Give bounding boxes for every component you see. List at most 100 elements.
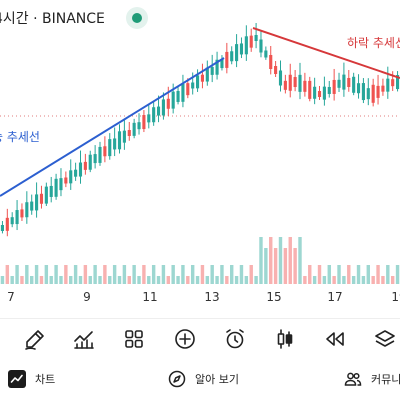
chart-area[interactable]: 4시간 · BINANCE 승 추세선 하락 추세선 7 9 11 13 15 …: [0, 0, 400, 312]
candle-body: [132, 122, 136, 136]
candle-body: [244, 36, 248, 55]
layout-tool-button[interactable]: [114, 319, 154, 359]
candle-body: [298, 74, 302, 92]
candle-body: [332, 79, 336, 94]
candle-body: [191, 82, 195, 89]
candle-body: [361, 83, 365, 101]
draw-tool-button[interactable]: [15, 319, 55, 359]
candle-body: [39, 193, 44, 204]
volume-bar: [108, 276, 112, 284]
volume-bar: [112, 265, 117, 284]
volume-bar: [5, 265, 10, 284]
x-tick: 13: [204, 290, 220, 304]
candle-body: [210, 66, 214, 75]
alarm-clock-icon: [226, 329, 244, 349]
volume-bar: [342, 276, 346, 284]
live-status-dot[interactable]: [126, 7, 148, 29]
volume-bar: [337, 265, 341, 284]
candle-body: [181, 83, 185, 102]
volume-bar: [220, 265, 224, 284]
layers-tool-button[interactable]: [365, 319, 400, 359]
volume-bar: [20, 276, 24, 284]
x-tick: 19: [391, 290, 400, 304]
x-axis: 7 9 11 13 15 17 19: [0, 286, 400, 310]
candle-body: [313, 86, 317, 99]
candle-body: [137, 122, 141, 130]
candle-body: [59, 178, 63, 191]
volume-bar: [356, 265, 361, 284]
indicators-tool-button[interactable]: [64, 319, 104, 359]
candle-body: [288, 74, 292, 91]
candle-body: [20, 209, 24, 218]
candle-body: [327, 86, 331, 94]
volume-bar: [93, 265, 97, 284]
candlestick-chart[interactable]: [0, 0, 400, 312]
candle-body: [317, 90, 322, 97]
chart-title[interactable]: 4시간 · BINANCE: [0, 11, 105, 27]
replay-tool-button[interactable]: [315, 319, 355, 359]
volume-bar: [15, 265, 19, 284]
candle-body: [15, 210, 19, 225]
volume-bar: [176, 276, 180, 284]
candle-body: [142, 115, 146, 130]
nav-item-look-around[interactable]: 알아 보기: [168, 370, 239, 388]
candle-body: [269, 55, 273, 69]
nav-item-chart[interactable]: 차트: [8, 370, 55, 388]
volume-bar: [10, 276, 14, 284]
chart-nav-icon: [8, 370, 26, 388]
volume-bar: [142, 265, 146, 284]
nav-look-around-label: 알아 보기: [195, 373, 239, 386]
volume-bar: [215, 276, 219, 284]
volume-bar: [69, 276, 73, 284]
candle-body: [113, 138, 117, 150]
candle-body: [381, 85, 385, 92]
candle-body: [283, 80, 287, 90]
volume-bar: [293, 248, 297, 284]
volume-bar: [371, 276, 375, 284]
volume-bar: [273, 248, 278, 284]
drawing-toolbar: [0, 318, 400, 358]
candle-body: [376, 85, 380, 98]
candle-body: [35, 194, 39, 211]
nav-item-community[interactable]: 커뮤니티: [344, 370, 400, 388]
alert-tool-button[interactable]: [215, 319, 255, 359]
volume-bar: [205, 276, 210, 284]
indicator-chart-icon: [74, 331, 94, 349]
candle-body: [356, 83, 361, 94]
candle-body: [64, 177, 68, 184]
candlestick-icon: [277, 329, 293, 349]
candle-body: [98, 146, 102, 163]
volume-bar: [230, 265, 234, 284]
volume-bar: [308, 265, 312, 284]
candle-body: [10, 217, 14, 225]
nav-community-label: 커뮤니티: [371, 373, 400, 386]
x-tick: 7: [7, 290, 15, 304]
add-tool-button[interactable]: [165, 319, 205, 359]
candle-body: [322, 86, 326, 100]
uptrend-label[interactable]: 승 추세선: [0, 130, 40, 144]
volume-bar: [195, 276, 200, 284]
candle-body: [337, 79, 341, 88]
candle-body: [303, 80, 307, 92]
volume-bar: [132, 265, 136, 284]
volume-bar: [190, 265, 195, 284]
candle-body: [5, 217, 9, 231]
candle-body: [152, 107, 156, 123]
candle-body: [69, 170, 73, 184]
candle-body: [30, 201, 34, 211]
candle-body: [249, 35, 253, 48]
candle-body: [44, 186, 48, 204]
volume-bar: [25, 265, 29, 284]
volume-bar: [151, 265, 156, 284]
candle-body: [147, 114, 151, 123]
candle-body: [308, 80, 312, 99]
candle-body: [93, 154, 97, 164]
x-tick: 17: [327, 290, 343, 304]
candle-body: [122, 130, 126, 143]
volume-bar: [0, 276, 5, 284]
chart-type-tool-button[interactable]: [265, 319, 305, 359]
candle-body: [347, 77, 351, 87]
volume-bar: [303, 276, 307, 284]
downtrend-label[interactable]: 하락 추세선: [347, 36, 400, 50]
